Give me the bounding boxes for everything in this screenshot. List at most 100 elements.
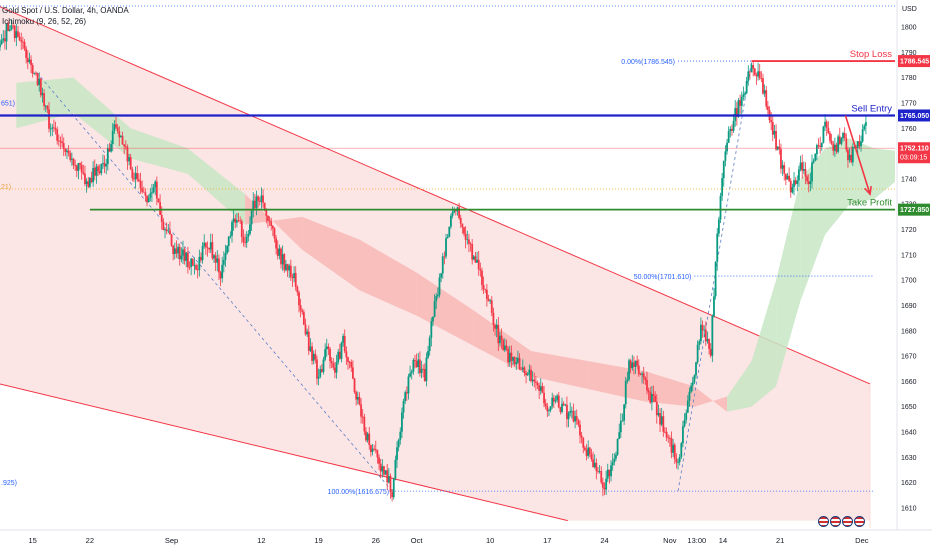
candle-body [193,265,196,267]
candle-body [383,466,385,475]
candle-body [267,215,269,221]
candle-body [827,127,830,134]
candle-body [23,41,26,49]
candle-body [592,459,594,468]
y-tick-label: 1740 [901,176,917,183]
candle-body [688,391,691,401]
candle-body [469,243,472,245]
candle-body [727,131,730,143]
candle-body [417,359,420,368]
candle-body [106,148,109,165]
y-tick-label: 1780 [901,75,917,82]
candle-body [134,173,137,180]
candle-body [752,65,755,69]
candle-body [97,166,99,172]
candle-body [507,348,510,363]
candle-body [159,202,162,215]
candle-body [838,136,841,144]
y-tick-label: 1660 [901,379,917,386]
candle-body [404,392,407,402]
candle-body [814,154,817,161]
candle-body [115,124,117,128]
us-flag-icon[interactable] [842,516,853,527]
candle-body [556,395,559,401]
candle-body [521,367,524,370]
candle-body [271,226,274,229]
candle-body [629,360,632,369]
candle-body [286,264,289,271]
y-tick-label: 1610 [901,506,917,513]
candle-body [543,392,545,404]
candle-body [141,188,144,192]
candle-body [236,220,238,223]
candle-body [655,401,658,416]
candle-body [717,219,720,234]
candle-body [169,230,171,235]
candle-body [409,373,411,377]
candle-body [88,177,91,187]
candle-body [850,154,853,163]
us-flag-icon[interactable] [818,516,829,527]
candle-body [633,362,635,368]
ichimoku-cloud-segment [825,138,850,235]
candle-body [657,413,660,416]
candle-body [590,454,593,460]
candle-body [704,329,707,342]
candle-body [345,351,348,358]
candle-body [70,158,73,160]
candle-body [791,187,794,193]
ichimoku-cloud-segment [359,239,417,316]
indicator-label[interactable]: Ichimoku (9, 26, 52, 26) [2,17,87,26]
candle-body [111,130,114,145]
candle-body [833,144,836,151]
candle-body [610,465,612,477]
candle-body [317,376,320,379]
candle-body [347,357,349,362]
candle-body [31,65,34,74]
y-tick-label: 1790 [901,50,917,57]
candle-body [451,212,454,216]
candle-body [361,416,364,418]
level-price-label: 1765.050 [900,113,929,120]
candle-body [330,361,333,364]
symbol-title[interactable]: Gold Spot / U.S. Dollar, 4h, OANDA [2,6,129,15]
candle-body [466,239,469,241]
candle-body [549,406,552,411]
candle-body [763,90,766,94]
candle-body [642,373,645,378]
candle-body [853,146,856,148]
candle-body [775,131,777,150]
candle-body [30,59,32,66]
us-flag-icon[interactable] [830,516,841,527]
candle-body [239,220,242,222]
candle-body [664,431,666,433]
candle-body [307,331,310,351]
x-tick-label: 15 [29,536,37,545]
candle-body [260,195,263,202]
candle-body [433,301,436,317]
candle-body [41,93,44,96]
fib-level-label: 0.00%(1786.545) [621,59,675,66]
candle-body [57,140,60,142]
candle-body [182,249,184,256]
candle-body [355,392,358,400]
ichimoku-cloud-segment [130,128,188,174]
candle-body [745,80,748,94]
candle-body [363,416,366,432]
candle-body [195,265,197,270]
us-flag-icon[interactable] [854,516,865,527]
candle-body [842,133,844,139]
candle-body [652,393,655,396]
candle-body [56,129,59,141]
y-tick-label: 1640 [901,430,917,437]
candle-body [98,171,101,174]
candle-body [722,160,725,179]
candle-body [204,242,207,248]
event-flags[interactable] [818,514,866,532]
candle-body [208,247,211,250]
candle-body [151,192,153,194]
candle-body [379,463,382,472]
candle-body [711,316,714,356]
